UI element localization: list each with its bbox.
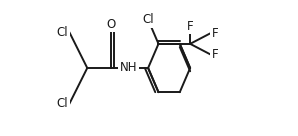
Text: Cl: Cl: [57, 97, 69, 110]
Text: NH: NH: [120, 61, 137, 75]
Text: Cl: Cl: [142, 13, 154, 26]
Text: O: O: [106, 18, 115, 31]
Text: F: F: [187, 20, 193, 33]
Text: F: F: [212, 27, 218, 40]
Text: F: F: [212, 48, 218, 61]
Text: Cl: Cl: [57, 26, 69, 39]
